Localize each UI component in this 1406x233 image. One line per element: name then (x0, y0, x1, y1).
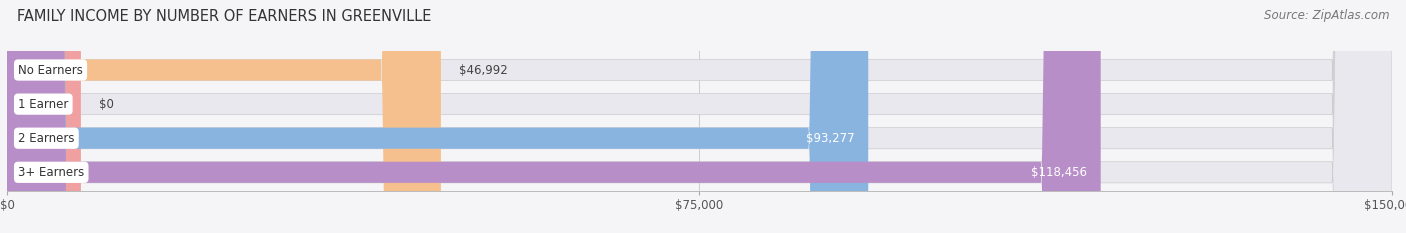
Text: $93,277: $93,277 (806, 132, 855, 145)
FancyBboxPatch shape (7, 0, 82, 233)
FancyBboxPatch shape (7, 0, 1392, 233)
Text: No Earners: No Earners (18, 64, 83, 76)
Text: FAMILY INCOME BY NUMBER OF EARNERS IN GREENVILLE: FAMILY INCOME BY NUMBER OF EARNERS IN GR… (17, 9, 432, 24)
Text: Source: ZipAtlas.com: Source: ZipAtlas.com (1264, 9, 1389, 22)
FancyBboxPatch shape (7, 0, 441, 233)
Text: 2 Earners: 2 Earners (18, 132, 75, 145)
Text: 3+ Earners: 3+ Earners (18, 166, 84, 179)
Text: $46,992: $46,992 (460, 64, 508, 76)
Text: 1 Earner: 1 Earner (18, 98, 69, 111)
FancyBboxPatch shape (7, 0, 1392, 233)
FancyBboxPatch shape (7, 0, 1392, 233)
Text: $0: $0 (100, 98, 114, 111)
FancyBboxPatch shape (7, 0, 869, 233)
FancyBboxPatch shape (7, 0, 1392, 233)
FancyBboxPatch shape (7, 0, 1101, 233)
Text: $118,456: $118,456 (1031, 166, 1087, 179)
